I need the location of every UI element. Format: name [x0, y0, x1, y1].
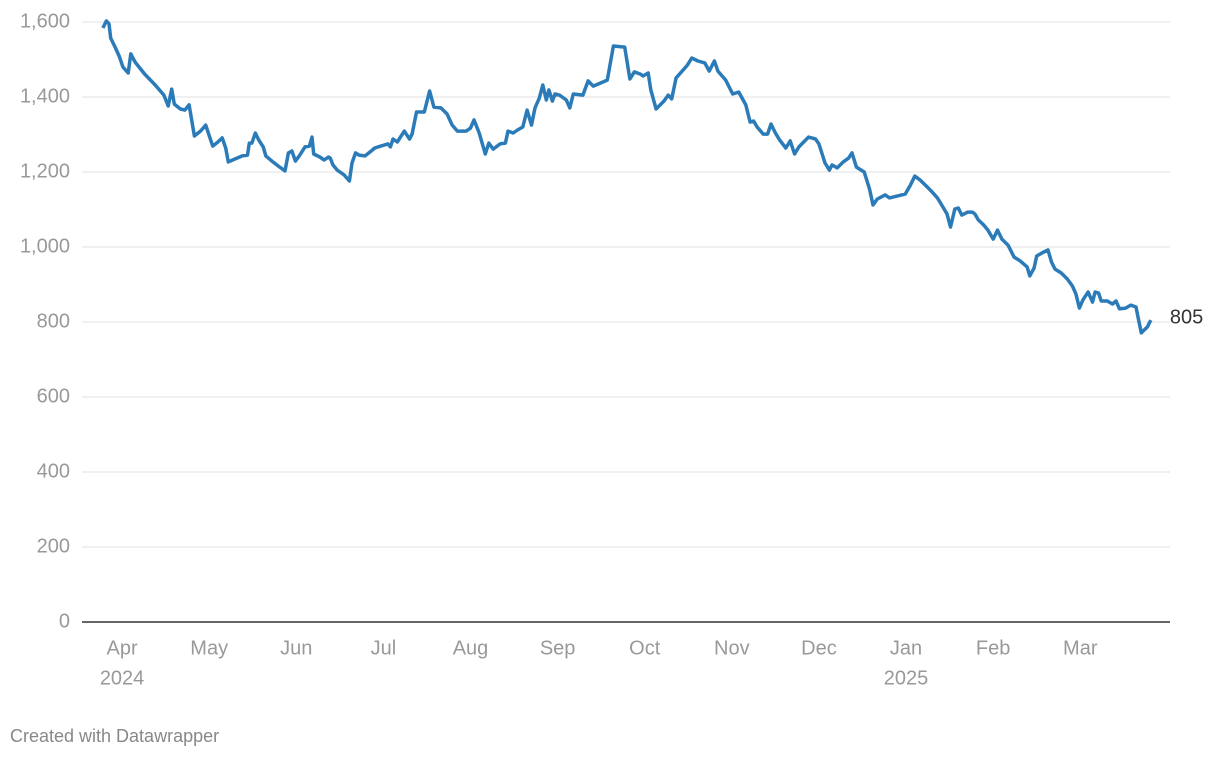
- y-tick-label: 600: [37, 385, 70, 407]
- x-tick-label: Oct: [629, 637, 661, 659]
- y-tick-label: 1,000: [20, 235, 70, 257]
- x-tick-label: Jun: [280, 637, 312, 659]
- x-tick-label: Jan: [890, 637, 922, 659]
- x-tick-label: Apr: [107, 637, 138, 659]
- x-tick-label: Dec: [801, 637, 837, 659]
- line-series: [101, 19, 1153, 335]
- footer: Created with Datawrapper: [10, 726, 219, 746]
- x-tick-label: Sep: [540, 637, 576, 659]
- y-tick-label: 0: [59, 610, 70, 632]
- x-tick-label: Aug: [453, 637, 489, 659]
- y-tick-label: 1,600: [20, 10, 70, 32]
- x-tick-label: Jul: [371, 637, 397, 659]
- y-tick-label: 1,400: [20, 85, 70, 107]
- x-tick-label: Feb: [976, 637, 1010, 659]
- x-tick-label: Nov: [714, 637, 750, 659]
- y-tick-label: 1,200: [20, 160, 70, 182]
- x-year-label: 2024: [100, 667, 145, 689]
- x-year-label: 2025: [884, 667, 929, 689]
- x-tick-label: May: [190, 637, 228, 659]
- y-tick-label: 400: [37, 460, 70, 482]
- end-value-label: 805: [1170, 306, 1203, 328]
- y-tick-label: 200: [37, 535, 70, 557]
- x-tick-label: Mar: [1063, 637, 1098, 659]
- y-tick-label: 800: [37, 310, 70, 332]
